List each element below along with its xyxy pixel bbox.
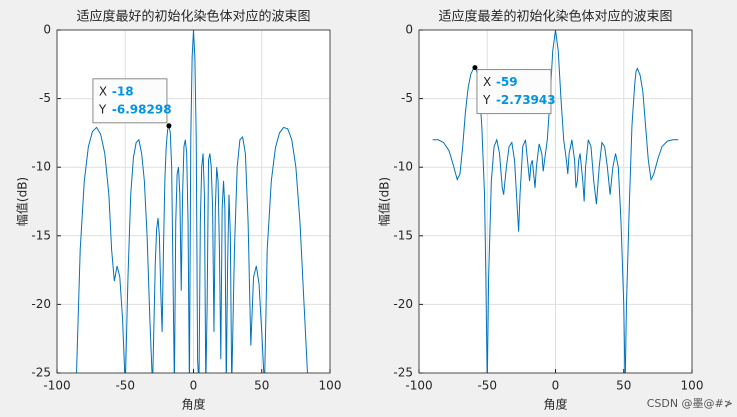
y-tick-label: 0 [43, 23, 51, 37]
line [76, 30, 308, 373]
x-axis-label: 角度 [181, 397, 205, 412]
datatip-x-label: X [483, 75, 491, 89]
x-tick-label: -50 [115, 379, 135, 393]
y-tick-label: -10 [31, 160, 51, 174]
y-tick-label: -15 [393, 228, 413, 242]
x-tick-label: 0 [190, 379, 198, 393]
x-tick-label: 0 [552, 379, 560, 393]
datatip-y-value: -6.98298 [112, 102, 172, 116]
y-tick-label: -25 [31, 366, 51, 380]
y-tick-label: -5 [401, 91, 413, 105]
datatip-y-label: Y [482, 93, 491, 107]
watermark: CSDN @墨@#≯ [647, 397, 733, 410]
datatip-point [166, 123, 172, 129]
x-tick-label: 100 [681, 379, 704, 393]
y-tick-label: -15 [31, 228, 51, 242]
datatip-point [472, 65, 478, 71]
y-tick-label: -25 [393, 366, 413, 380]
datatip-x-value: -59 [496, 75, 518, 89]
axes-box [418, 29, 693, 374]
x-tick-label: 50 [254, 379, 269, 393]
datatip-y-label: Y [98, 102, 107, 116]
y-tick-label: -20 [393, 297, 413, 311]
datatip-box [476, 69, 552, 115]
datatip-box [92, 78, 168, 124]
x-tick-label: 50 [616, 379, 631, 393]
y-tick-label: -5 [39, 91, 51, 105]
x-tick-label: -100 [43, 379, 70, 393]
x-tick-label: -100 [405, 379, 432, 393]
x-axis-label: 角度 [543, 397, 567, 412]
axes-box [56, 29, 331, 374]
datatip-x-value: -18 [112, 84, 134, 98]
chart-title: 适应度最好的初始化染色体对应的波束图 [76, 9, 310, 25]
datatip-y-value: -2.73943 [496, 93, 556, 107]
y-axis-label: 幅值(dB) [15, 177, 30, 226]
line [432, 30, 679, 373]
y-tick-label: 0 [405, 23, 413, 37]
datatip-x-label: X [99, 84, 107, 98]
y-tick-label: -20 [31, 297, 51, 311]
x-tick-label: 100 [319, 379, 342, 393]
y-axis-label: 幅值(dB) [377, 177, 392, 226]
x-tick-label: -50 [477, 379, 497, 393]
y-tick-label: -10 [393, 160, 413, 174]
chart-title: 适应度最差的初始化染色体对应的波束图 [438, 9, 672, 25]
